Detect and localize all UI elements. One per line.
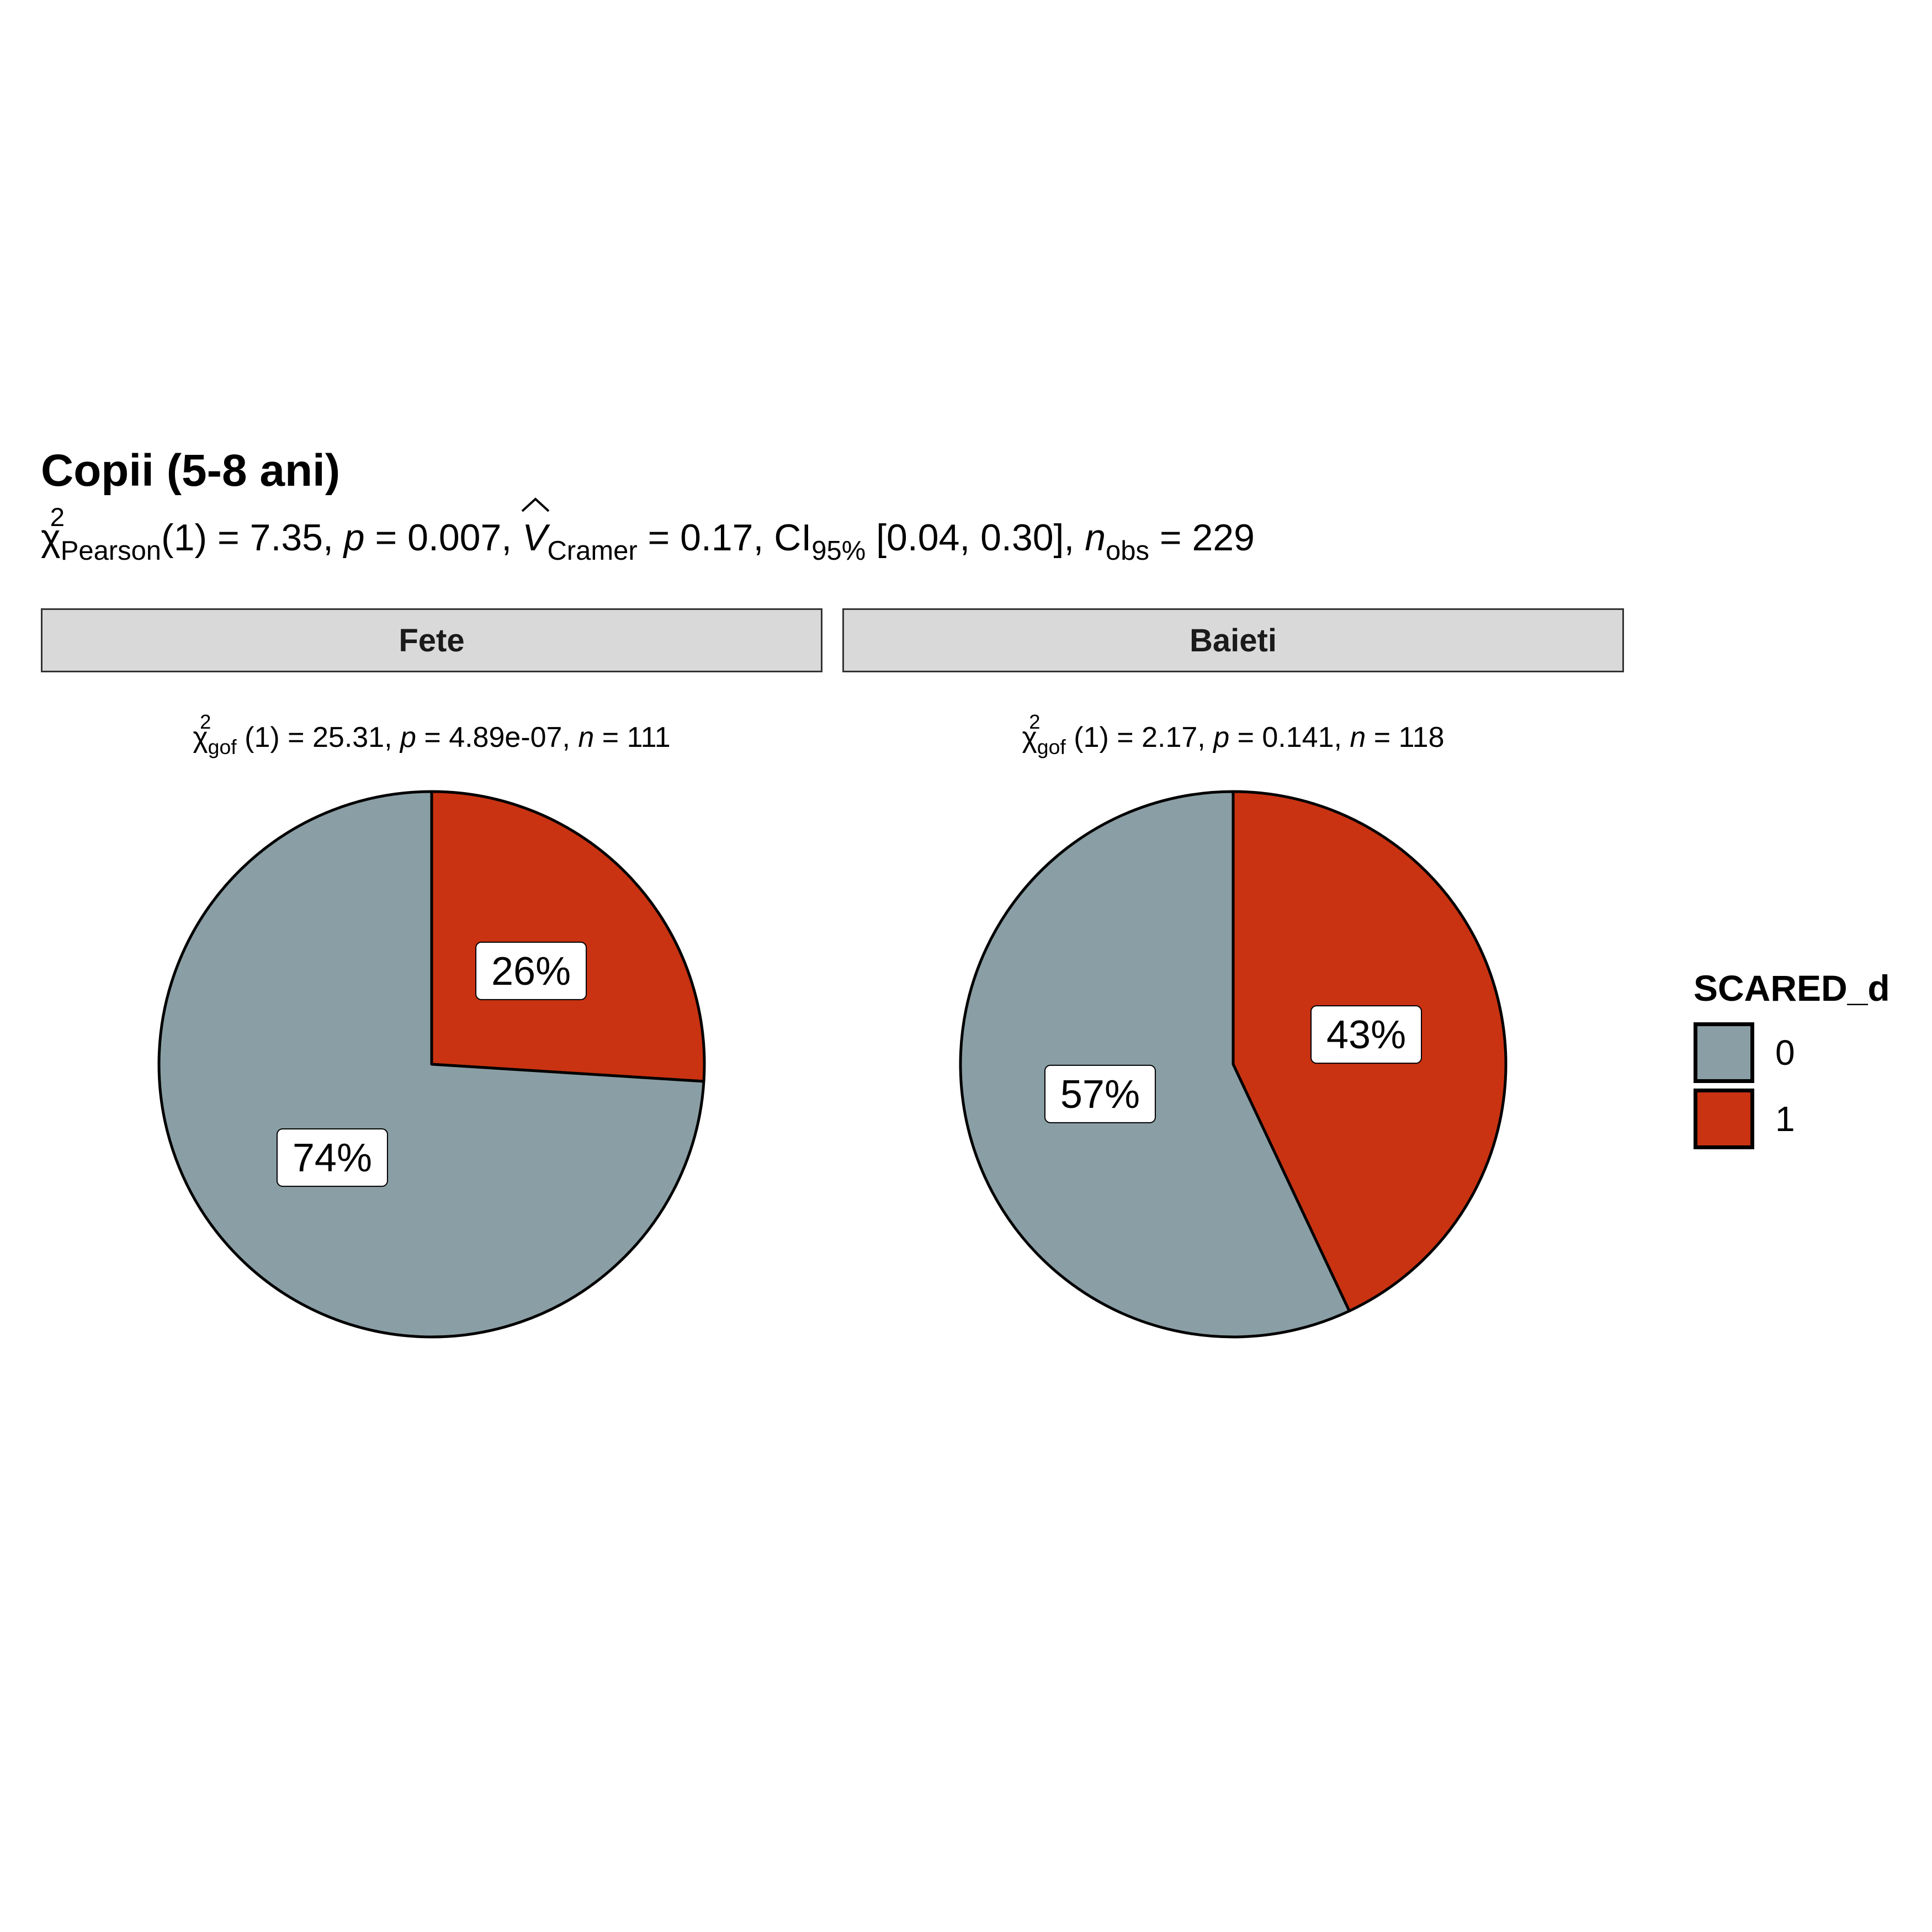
pie-fete: 26% 74% bbox=[157, 790, 706, 1339]
subtitle-ci-sub: 95% bbox=[811, 536, 866, 566]
slice-label-baieti-0: 57% bbox=[1060, 1073, 1140, 1117]
slice-label-baieti-1: 43% bbox=[1326, 1013, 1406, 1057]
subtitle-p-label: p bbox=[343, 517, 365, 559]
chart-title: Copii (5-8 ani) bbox=[41, 445, 341, 496]
legend-label-0: 0 bbox=[1775, 1033, 1795, 1073]
legend-label-1: 1 bbox=[1775, 1099, 1795, 1139]
legend-key-0 bbox=[1694, 1022, 1754, 1083]
pie-slice-fete-1 bbox=[430, 790, 706, 1083]
hat-icon bbox=[521, 497, 550, 512]
chi-symbol: χ 2 Pearson bbox=[41, 502, 162, 566]
subtitle-v-sub: Cramer bbox=[547, 536, 638, 566]
chart-subtitle: χ 2 Pearson(1) = 7.35, p = 0.007, VCramer … bbox=[41, 497, 1255, 566]
facet-strip-baieti: Baieti bbox=[842, 608, 1624, 672]
facet-stat-baieti: χ 2 gof (1) = 2.17, p = 0.141, n = 118 bbox=[1022, 710, 1445, 759]
slice-label-box-fete-0 bbox=[276, 1128, 388, 1187]
pie-slice-fete-0 bbox=[157, 790, 705, 1339]
slice-label-fete-1: 26% bbox=[491, 949, 571, 994]
subtitle-v-label: V bbox=[521, 497, 550, 556]
slice-label-box-baieti-0 bbox=[1044, 1064, 1156, 1123]
slice-label-fete-0: 74% bbox=[293, 1136, 372, 1180]
subtitle-n-value: = 229 bbox=[1149, 517, 1255, 559]
pie-baieti: 43% 57% bbox=[959, 790, 1508, 1339]
slice-label-box-baieti-1 bbox=[1310, 1005, 1423, 1064]
legend-key-1 bbox=[1694, 1089, 1754, 1149]
slice-label-box-fete-1 bbox=[475, 941, 587, 1000]
legend-item-0: 0 bbox=[1694, 1022, 1795, 1083]
facet-strip-fete: Fete bbox=[41, 608, 822, 672]
subtitle-ci-value: [0.04, 0.30], bbox=[866, 517, 1085, 559]
chi-superscript: 2 bbox=[50, 502, 65, 532]
facet-stat-fete: χ 2 gof (1) = 25.31, p = 4.89e-07, n = 111 bbox=[193, 710, 671, 759]
subtitle-n-sub: obs bbox=[1106, 536, 1149, 566]
pie-slice-baieti-0 bbox=[959, 790, 1351, 1339]
subtitle-p-value: = 0.007, bbox=[364, 517, 523, 559]
chi-subscript: Pearson bbox=[60, 536, 162, 566]
legend-item-1: 1 bbox=[1694, 1089, 1795, 1149]
subtitle-df: (1) = 7.35, bbox=[161, 517, 344, 559]
subtitle-v-value: = 0.17, CI bbox=[637, 517, 812, 559]
subtitle-n-label: n bbox=[1085, 517, 1106, 559]
legend-title: SCARED_d bbox=[1694, 968, 1890, 1009]
